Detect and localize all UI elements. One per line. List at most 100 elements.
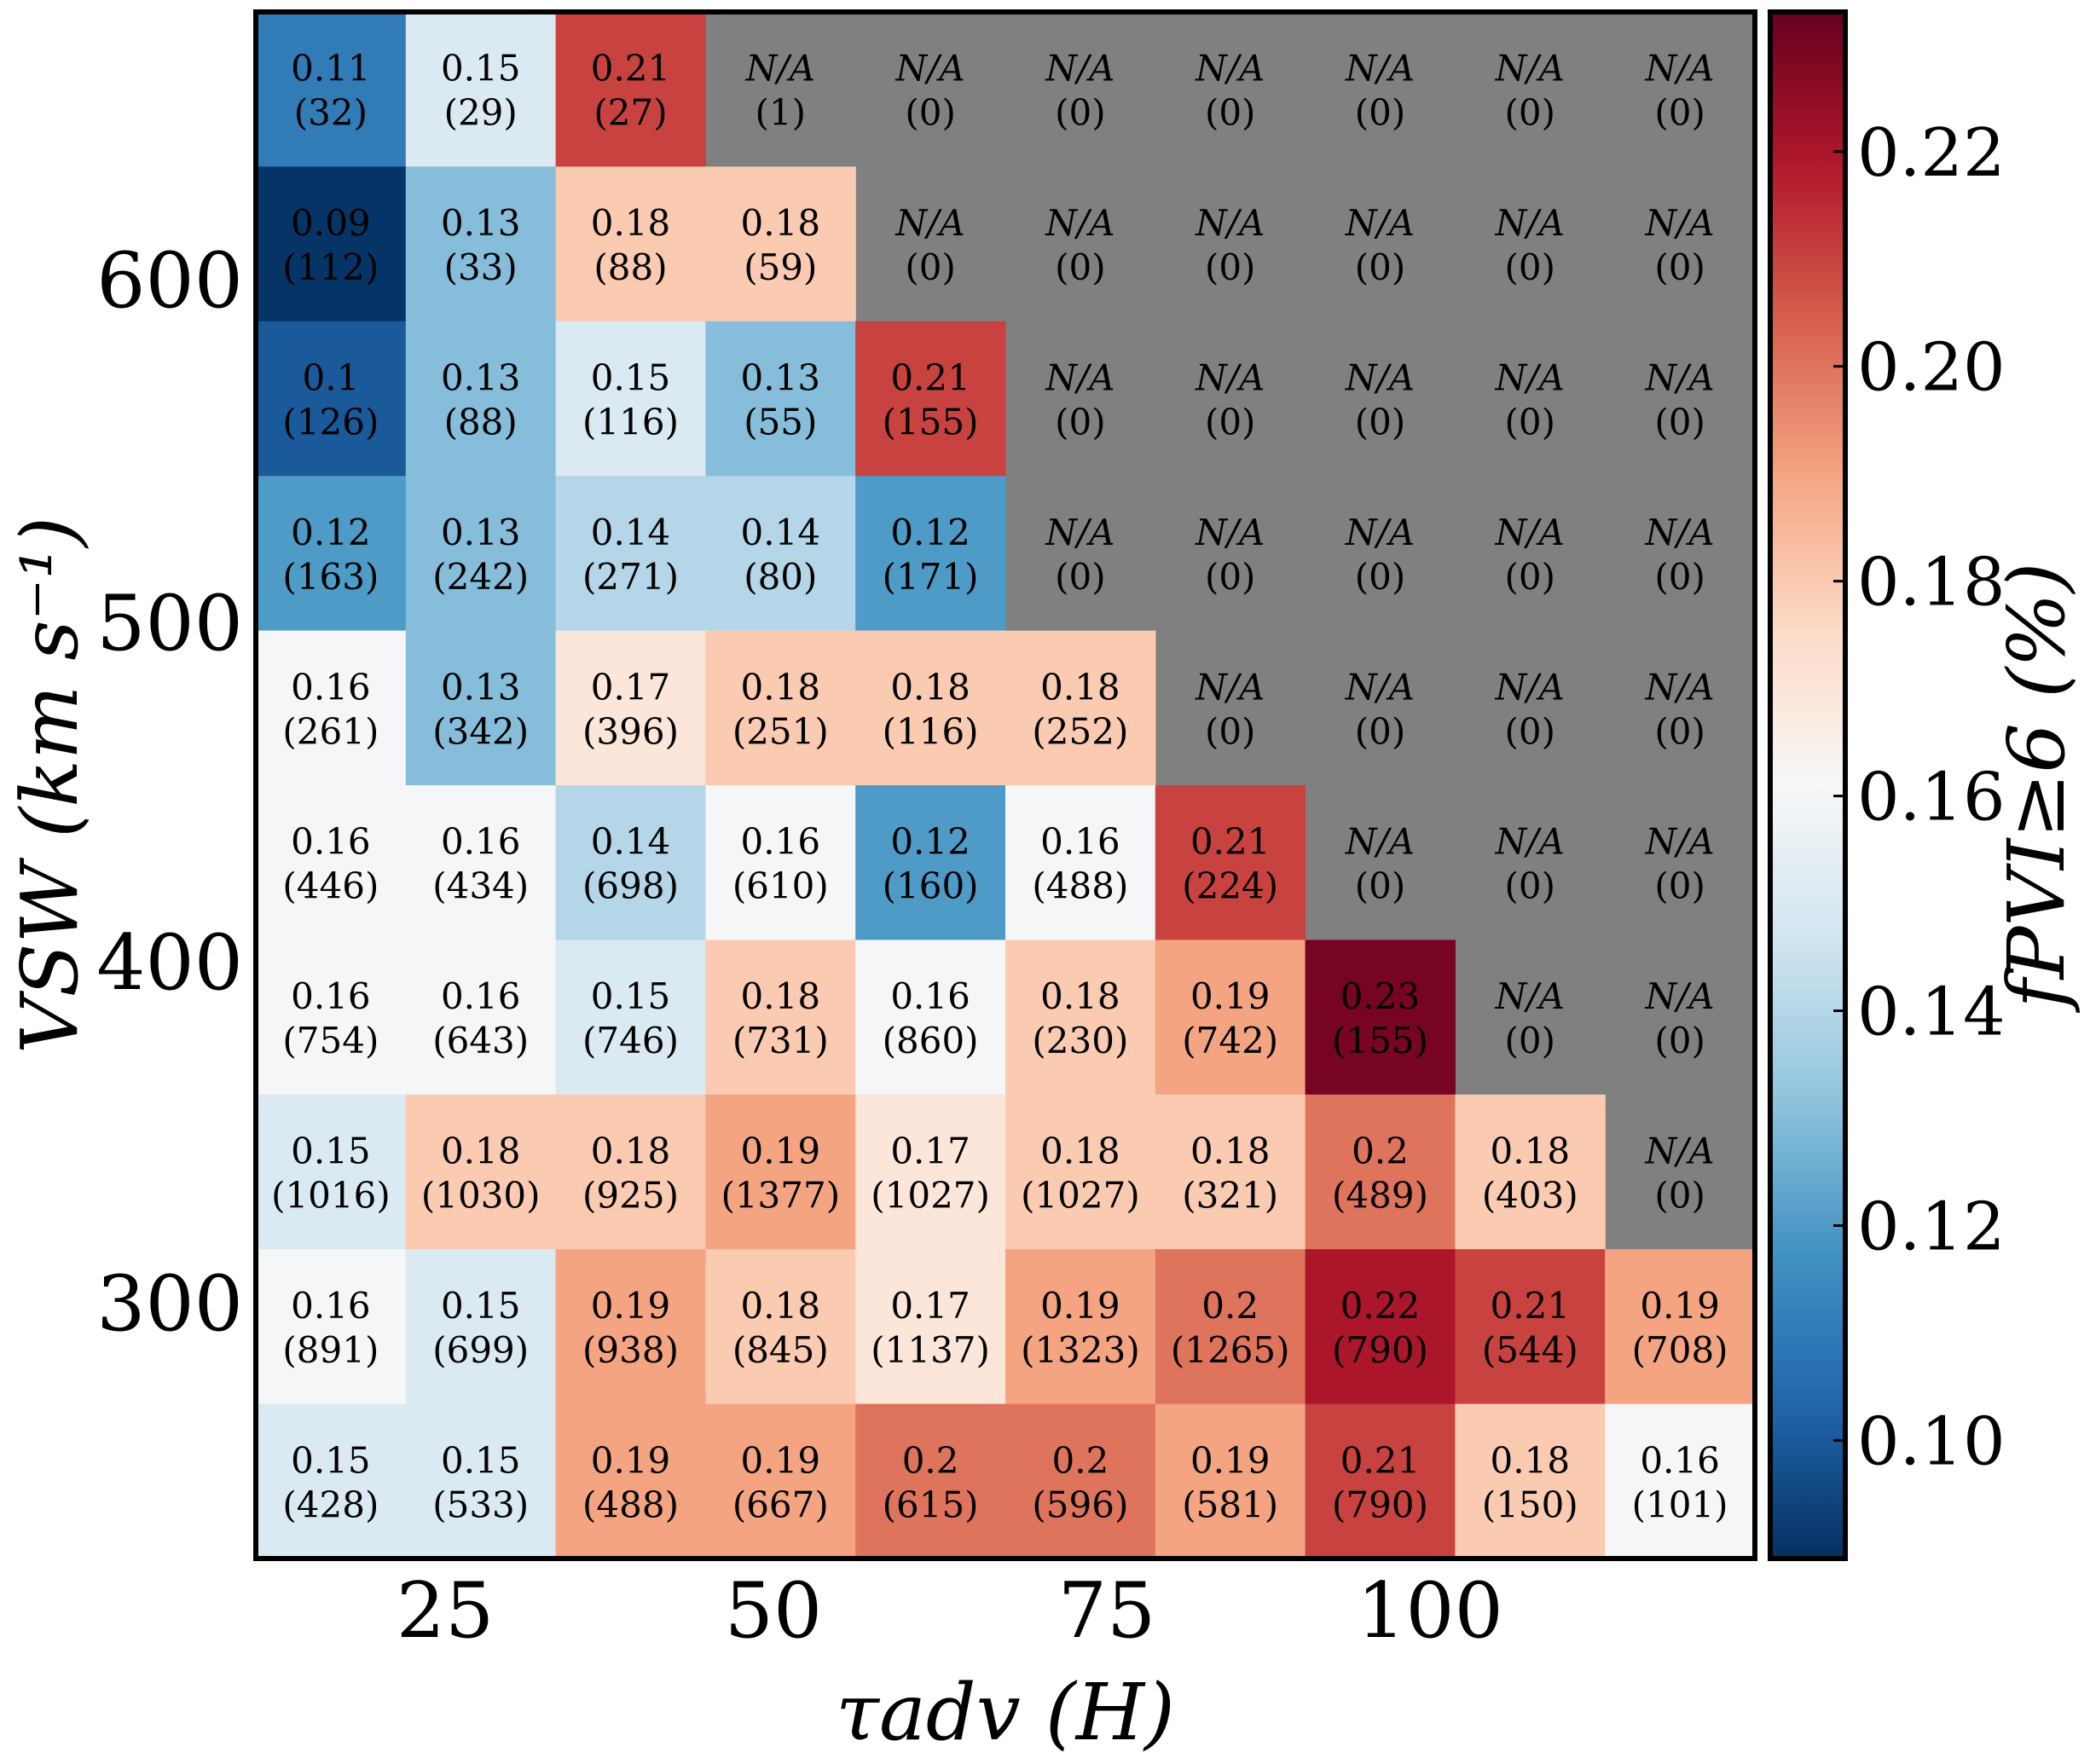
cell-value-label: 0.13 <box>741 357 821 399</box>
cell-value-label: 0.19 <box>1190 975 1271 1017</box>
y-axis-ticks: 600 500 400 300 <box>96 236 243 1349</box>
cell-count-label: (0) <box>1055 556 1106 598</box>
heatmap-cell <box>705 630 856 786</box>
cell-count-label: (33) <box>444 246 518 288</box>
heatmap-cell <box>256 166 407 322</box>
cell-count-label: (0) <box>1355 92 1406 134</box>
heatmap-cell <box>705 785 856 940</box>
cell-value-label: 0.21 <box>890 357 970 399</box>
heatmap-cell <box>1455 1249 1606 1405</box>
heatmap-cell <box>256 1094 407 1250</box>
cell-count-label: (1030) <box>421 1175 541 1217</box>
cell-value-label: 0.18 <box>890 666 970 708</box>
cell-count-label: (610) <box>732 865 829 907</box>
heatmap-cell <box>1455 1403 1606 1559</box>
cell-value-label: 0.2 <box>1052 1439 1109 1481</box>
cell-count-label: (0) <box>1505 246 1556 288</box>
heatmap-cell <box>405 630 557 786</box>
cell-count-label: (860) <box>883 1020 979 1061</box>
heatmap-cell <box>405 1249 557 1405</box>
cell-count-label: (488) <box>1032 865 1128 907</box>
cell-count-label: (0) <box>1055 92 1106 134</box>
y-tick-label: 400 <box>96 918 243 1008</box>
heatmap-cell <box>855 940 1006 1096</box>
cell-value-label: 0.21 <box>1340 1439 1421 1481</box>
colorbar-label: fPVI≥6 (%) <box>1991 563 2082 1014</box>
cell-value-label: 0.17 <box>890 1285 970 1327</box>
heatmap-cell <box>1155 785 1306 940</box>
cell-value-label: N/A <box>1195 202 1265 244</box>
cell-value-label: N/A <box>1345 821 1415 863</box>
cell-value-label: N/A <box>1495 202 1565 244</box>
heatmap-cell <box>256 476 407 632</box>
cell-value-label: N/A <box>1345 357 1415 399</box>
cell-count-label: (342) <box>432 710 529 752</box>
cell-value-label: N/A <box>1195 48 1265 90</box>
cell-value-label: 0.21 <box>1190 821 1271 863</box>
cell-count-label: (126) <box>282 402 379 443</box>
heatmap-cell <box>1455 1094 1606 1250</box>
cell-count-label: (163) <box>282 556 379 598</box>
cell-value-label: 0.22 <box>1340 1285 1421 1327</box>
cell-count-label: (708) <box>1632 1329 1728 1371</box>
cell-value-label: 0.14 <box>741 512 821 553</box>
cell-count-label: (446) <box>282 865 379 907</box>
cell-count-label: (55) <box>744 402 817 443</box>
cell-count-label: (116) <box>582 402 679 443</box>
heatmap-cell <box>555 476 706 632</box>
cell-value-label: 0.19 <box>591 1285 671 1327</box>
cell-count-label: (1265) <box>1171 1329 1290 1371</box>
colorbar-ticks: 0.10 0.12 0.14 0.16 0.18 0.20 0.22 <box>1833 115 2006 1480</box>
cell-value-label: N/A <box>1045 202 1114 244</box>
cell-count-label: (59) <box>744 246 817 288</box>
cell-count-label: (27) <box>593 92 667 134</box>
heatmap-cell <box>855 630 1006 786</box>
cell-value-label: 0.18 <box>741 666 821 708</box>
cell-value-label: N/A <box>1644 357 1714 399</box>
cell-count-label: (790) <box>1332 1329 1428 1371</box>
heatmap-cell <box>855 321 1006 477</box>
cell-value-label: N/A <box>1345 202 1415 244</box>
cell-count-label: (0) <box>1205 556 1256 598</box>
cell-count-label: (321) <box>1182 1175 1278 1217</box>
cell-value-label: N/A <box>1495 48 1565 90</box>
cell-count-label: (0) <box>1205 402 1256 443</box>
cell-count-label: (938) <box>582 1329 679 1371</box>
cell-count-label: (0) <box>1654 402 1705 443</box>
cell-count-label: (0) <box>1654 92 1705 134</box>
cell-count-label: (667) <box>732 1483 829 1525</box>
cell-value-label: 0.17 <box>890 1131 970 1172</box>
heatmap-cell <box>1305 1249 1456 1405</box>
cell-value-label: N/A <box>1345 48 1415 90</box>
x-tick-label: 100 <box>1357 1566 1503 1656</box>
cell-count-label: (0) <box>1505 865 1556 907</box>
cell-count-label: (742) <box>1182 1020 1278 1061</box>
cell-count-label: (252) <box>1032 710 1128 752</box>
cell-value-label: 0.1 <box>303 357 360 399</box>
cell-value-label: 0.15 <box>441 48 521 90</box>
cell-value-label: 0.13 <box>441 666 521 708</box>
heatmap-cell <box>555 785 706 940</box>
cell-value-label: N/A <box>1644 666 1714 708</box>
cell-count-label: (615) <box>883 1483 979 1525</box>
heatmap-cell <box>855 785 1006 940</box>
cell-count-label: (845) <box>732 1329 829 1371</box>
cell-value-label: 0.18 <box>1491 1439 1571 1481</box>
cell-value-label: 0.15 <box>291 1131 371 1172</box>
cell-count-label: (0) <box>1505 402 1556 443</box>
cell-value-label: N/A <box>1195 512 1265 553</box>
heatmap-cell <box>1005 1094 1156 1250</box>
colorbar: 0.10 0.12 0.14 0.16 0.18 0.20 0.22 fPVI≥6 (%) <box>1768 9 2082 1561</box>
heatmap-cell <box>1605 1403 1756 1559</box>
y-tick-label: 300 <box>96 1259 243 1349</box>
cell-count-label: (0) <box>1205 710 1256 752</box>
cell-value-label: 0.09 <box>291 202 371 244</box>
cell-value-label: N/A <box>1495 512 1565 553</box>
cell-value-label: N/A <box>1495 821 1565 863</box>
heatmap-cell <box>555 12 706 167</box>
x-tick-label: 50 <box>725 1566 823 1656</box>
heatmap-cells: 0.11(32)0.15(29)0.21(27)N/A(1)N/A(0)N/A(… <box>256 12 1756 1559</box>
cell-count-label: (0) <box>1505 710 1556 752</box>
cell-value-label: 0.18 <box>591 1131 671 1172</box>
